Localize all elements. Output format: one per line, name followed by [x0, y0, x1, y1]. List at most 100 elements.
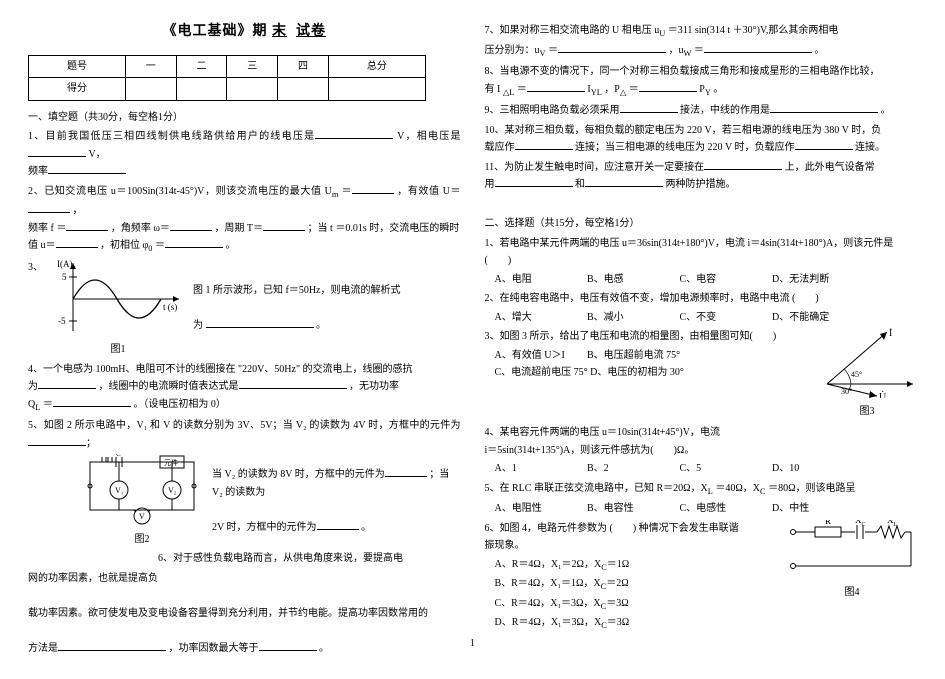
blank: [259, 640, 317, 651]
q6-a: 6、对于感性负载电路而言，从供电角度来说，要提高电: [158, 553, 403, 564]
q4: 4、一个电感为 100mH、电阻可不计的线圈接在 "220V、50Hz" 的交流…: [28, 361, 461, 416]
q4-b: 为: [28, 381, 38, 392]
blank: [53, 396, 131, 407]
fig4-subL: L: [894, 522, 898, 528]
q5-c: 当 V₂ 的读数为 8V 时，方框中的元件为: [212, 469, 385, 480]
s5-oA: A、电阻性: [495, 500, 585, 518]
q2-c: ，: [73, 205, 83, 216]
q3-b: 图 1 所示波形，已知 f＝50Hz，则电流的解析式: [193, 285, 401, 296]
q9: 9、三相照明电路负载必须采用 接法，中线的作用是 。: [485, 102, 918, 120]
s6-oA: A、R＝4Ω，X₁＝2Ω，XC＝1Ω: [495, 556, 697, 576]
fig4-R: R: [825, 520, 831, 526]
q4-f: ＝: [43, 399, 53, 410]
q2-sub0: 0: [148, 244, 152, 253]
q2-k: 。: [225, 240, 235, 251]
section-1-heading: 一、填空题（共30分，每空格1分）: [28, 109, 461, 127]
s2-oB: B、减小: [587, 309, 677, 327]
svg-text:元件: 元件: [164, 458, 178, 467]
q2-um: U: [325, 186, 332, 197]
q6b: 网的功率因素，也就是提高负 载功率因素。欲可使发电及变电设备容量得到充分利用，并…: [28, 570, 461, 658]
q11-b: 上，此外电气设备常: [785, 162, 875, 173]
blank: [28, 202, 70, 213]
q3-text: 图 1 所示波形，已知 f＝50Hz，则电流的解析式 为 。: [193, 282, 461, 335]
blank: [239, 378, 347, 389]
score-col-total: 总分: [328, 55, 425, 78]
blank: [38, 378, 96, 389]
blank: [620, 102, 678, 113]
s5-oC: C、电感性: [680, 500, 770, 518]
score-cell: [278, 78, 329, 101]
s5-subC: C: [760, 487, 766, 496]
q5: 5、如图 2 所示电路中，V₁ 和 V 的读数分别为 3V、5V；当 V₂ 的读…: [28, 417, 461, 452]
q1-d: 频率: [28, 166, 48, 177]
q2-j: ＝: [155, 240, 165, 251]
figure-1: I(A) 5 -5 t (s) 图1: [53, 259, 183, 359]
s1-oB: B、电感: [587, 271, 677, 289]
q3-row: 3、 I(A) 5 -5 t (s) 图1 图 1 所示: [28, 259, 461, 359]
s1-a: 1、若电路中某元件两端的电压 u＝36sin(314t+180°)V，电流 i＝…: [485, 238, 894, 249]
s4-oB: B、2: [587, 460, 677, 478]
blank: [315, 128, 393, 139]
blank: [28, 146, 86, 157]
blank: [317, 519, 359, 530]
q8-subY2: Y: [705, 88, 711, 97]
q3-a: 3、: [28, 259, 43, 277]
score-row-label: 得分: [29, 78, 126, 101]
blank: [58, 640, 166, 651]
q11-c: 用: [485, 179, 495, 190]
q8-sub3: △: [620, 88, 626, 97]
s5-b: ＝40Ω，X: [715, 483, 760, 494]
q7-f: ＝: [694, 45, 704, 56]
blank: [48, 163, 126, 174]
s5: 5、在 RLC 串联正弦交流电路中，已知 R＝20Ω，XL ＝40Ω，XC ＝8…: [485, 480, 918, 518]
q2-b: ，有效值 U＝: [397, 186, 460, 197]
q8-c: ＝: [517, 84, 527, 95]
s6-oD: D、R＝4Ω，X₁＝3Ω，XC＝3Ω: [495, 614, 697, 634]
q7-e: ，u: [669, 45, 684, 56]
blank: [495, 176, 573, 187]
title-u1: 末: [272, 24, 287, 39]
fig3-caption: 图3: [817, 403, 917, 421]
q6: 6、对于感性负载电路而言，从供电角度来说，要提高电: [28, 550, 461, 568]
q7-sub: U: [659, 29, 665, 38]
q4-a: 4、一个电感为 100mH、电阻可不计的线圈接在 "220V、50Hz" 的交流…: [28, 364, 413, 375]
fig4-caption: 图4: [787, 584, 917, 602]
q7-b: ＝311 sin(314 t ＋30°)V,那么其余两相电: [668, 25, 839, 36]
blank: [770, 102, 878, 113]
q5-b: ；: [86, 438, 96, 449]
s4-oC: C、5: [680, 460, 770, 478]
q10: 10、某对称三相负载，每相负载的额定电压为 220 V，若三相电源的线电压为 3…: [485, 122, 918, 157]
s4-b: i＝5sin(314t+135°)A，则该元件感抗为( )Ω。: [485, 445, 695, 456]
blank: [639, 81, 697, 92]
q8-a: 8、当电源不变的情况下，同一个对称三相负载接成三角形和接成星形的三相电路作比较，: [485, 66, 880, 77]
svg-text:C: C: [116, 454, 121, 458]
score-head-label: 题号: [29, 55, 126, 78]
s2: 2、在纯电容电路中，电压有效值不变，增加电源频率时，电路中电流 ( ) A、增大…: [485, 290, 918, 326]
section-2-heading: 二、选择题（共15分，每空格1分）: [485, 215, 918, 233]
q4-d: ，无功功率: [349, 381, 399, 392]
s3-a: 3、如图 3 所示，给出了电压和电流的相量图，由相量图可知( ): [485, 331, 777, 342]
q6-e: ，功率因数最大等于: [169, 643, 259, 654]
s1: 1、若电路中某元件两端的电压 u＝36sin(314t+180°)V，电流 i＝…: [485, 235, 918, 289]
fig3-a45: 45°: [851, 370, 862, 379]
s3-oD: D、电压的初相为 30°: [590, 364, 684, 382]
q2-i: ，初相位 φ: [100, 240, 148, 251]
title-u2: 试卷: [296, 24, 326, 39]
q1-a: 1、目前我国低压三相四线制供电线路供给用户的线电压是: [28, 131, 315, 142]
q1: 1、目前我国低压三相四线制供电线路供给用户的线电压是 V，相电压是 V， 频率: [28, 128, 461, 181]
q4-c: ，线圈中的电流瞬时值表达式是: [99, 381, 239, 392]
q11-e: 两种防护措施。: [666, 179, 736, 190]
s3-oC: C、电流超前电压 75°: [495, 364, 588, 382]
s3-oA: A、有效值 U＞I: [495, 347, 585, 365]
blank: [56, 237, 98, 248]
s6-b: 振现象。: [485, 540, 525, 551]
blank: [352, 183, 394, 194]
s5-subL: L: [708, 487, 713, 496]
q11: 11、为防止发生触电时间，应注意开关一定要接在 上，此外电气设备常 用 和 两种…: [485, 159, 918, 194]
s4-oD: D、10: [772, 460, 862, 478]
q7-d: ＝: [548, 45, 558, 56]
q2-eq: ＝: [342, 186, 353, 197]
q2-h: 值 u＝: [28, 240, 56, 251]
wave-amp: 5: [62, 272, 67, 282]
score-col-3: 三: [227, 55, 278, 78]
